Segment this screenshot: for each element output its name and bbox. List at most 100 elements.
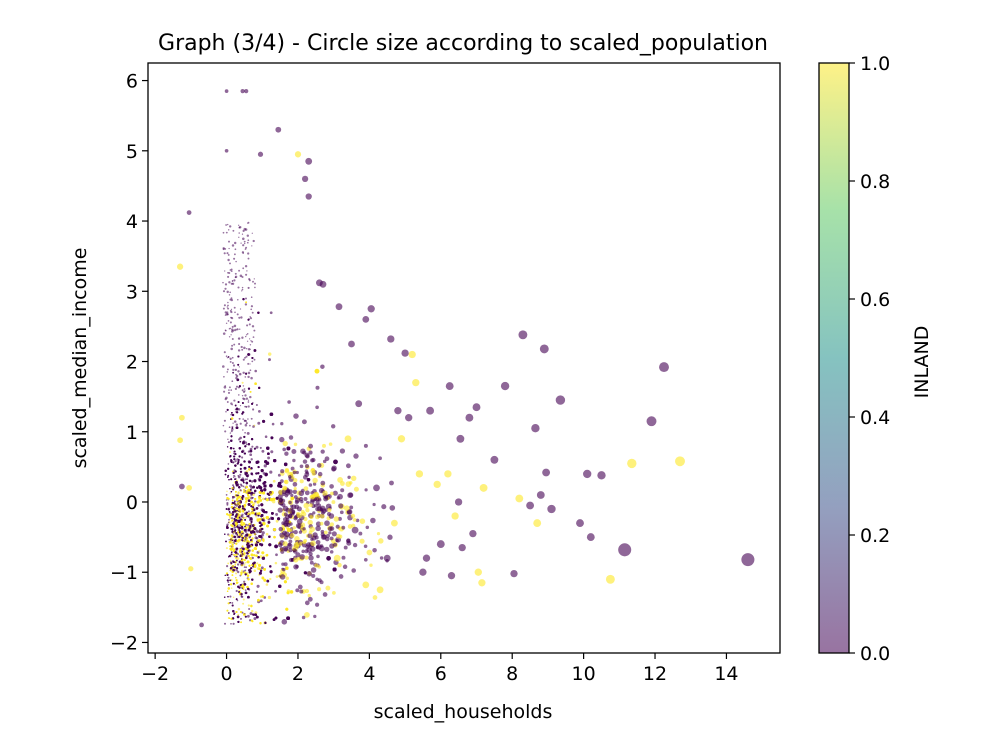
cluster-point: [245, 246, 248, 249]
cluster-point: [230, 435, 233, 438]
cluster-point: [355, 518, 360, 523]
cluster-point: [255, 590, 259, 593]
cluster-point: [246, 614, 250, 618]
cluster-point: [240, 515, 244, 518]
cluster-point: [227, 467, 230, 470]
colorbar-tick-label: 0.4: [860, 407, 890, 429]
cluster-point: [241, 394, 244, 397]
cluster-point: [231, 413, 235, 417]
cluster-point: [222, 281, 224, 284]
data-point: [176, 263, 184, 270]
cluster-point: [235, 532, 238, 534]
cluster-point: [297, 584, 303, 590]
cluster-point: [224, 329, 227, 332]
cluster-point: [292, 549, 298, 554]
cluster-point: [243, 242, 246, 245]
colorbar-ticks: 0.0 0.2 0.4 0.6 0.8 1.0: [849, 53, 890, 665]
cluster-point: [227, 301, 229, 304]
cluster-point: [240, 242, 242, 244]
cluster-point: [252, 530, 256, 534]
cluster-point: [228, 516, 232, 519]
cluster-point: [227, 258, 230, 262]
cluster-point: [314, 602, 320, 607]
cluster-point: [243, 563, 246, 566]
cluster-point: [235, 579, 238, 582]
cluster-point: [230, 308, 233, 311]
cluster-point: [252, 613, 255, 616]
cluster-point: [247, 399, 250, 401]
data-point: [478, 579, 486, 587]
cluster-point: [268, 358, 271, 362]
cluster-point: [269, 412, 274, 417]
cluster-point: [248, 465, 251, 468]
cluster-point: [249, 344, 252, 346]
cluster-point: [233, 530, 236, 533]
cluster-point: [241, 450, 244, 453]
cluster-point: [311, 467, 315, 472]
cluster-point: [227, 474, 230, 477]
cluster-point: [245, 443, 248, 446]
cluster-point: [331, 531, 337, 537]
cluster-point: [265, 515, 269, 520]
cluster-point: [335, 524, 340, 529]
cluster-point: [238, 269, 241, 272]
cluster-point: [231, 282, 235, 285]
cluster-point: [244, 589, 247, 591]
cluster-point: [291, 449, 297, 454]
cluster-point: [235, 581, 239, 584]
cluster-point: [231, 604, 234, 607]
cluster-point: [282, 517, 288, 522]
cluster-point: [242, 507, 245, 510]
cluster-point: [263, 481, 267, 484]
cluster-point: [247, 318, 251, 321]
cluster-point: [230, 536, 233, 539]
cluster-point: [234, 328, 237, 332]
data-point: [373, 484, 380, 492]
cluster-point: [239, 308, 242, 310]
cluster-point: [286, 589, 291, 593]
colorbar-label: INLAND: [911, 326, 933, 399]
cluster-point: [359, 538, 365, 544]
cluster-point: [238, 226, 241, 229]
cluster-point: [261, 449, 265, 453]
cluster-point: [234, 539, 237, 542]
cluster-point: [313, 503, 318, 508]
cluster-point: [229, 595, 232, 598]
cluster-point: [263, 484, 267, 488]
cluster-point: [226, 565, 229, 568]
cluster-point: [338, 574, 344, 579]
cluster-point: [222, 332, 226, 335]
cluster-point: [261, 595, 265, 598]
cluster-point: [238, 438, 241, 441]
cluster-point: [238, 342, 241, 346]
cluster-point: [301, 549, 305, 554]
cluster-point: [231, 325, 234, 328]
cluster-point: [346, 509, 352, 515]
cluster-point: [230, 402, 233, 405]
cluster-point: [229, 487, 231, 490]
cluster-point: [236, 502, 240, 505]
cluster-point: [236, 378, 240, 382]
cluster-point: [231, 428, 234, 431]
data-point: [419, 568, 427, 576]
cluster-point: [264, 621, 267, 625]
cluster-point: [225, 494, 228, 496]
cluster-point: [292, 458, 296, 463]
cluster-point: [224, 270, 226, 272]
cluster-point: [284, 468, 290, 474]
cluster-point: [269, 565, 272, 568]
cluster-point: [247, 450, 251, 453]
cluster-point: [369, 563, 373, 567]
cluster-point: [226, 579, 229, 582]
colorbar-gradient: [819, 63, 849, 653]
cluster-point: [226, 371, 229, 373]
cluster-point: [235, 522, 238, 524]
cluster-point: [247, 257, 250, 260]
cluster-point: [238, 316, 241, 319]
cluster-point: [251, 232, 253, 234]
data-point: [383, 554, 391, 562]
cluster-point: [233, 455, 236, 458]
cluster-point: [225, 231, 228, 234]
cluster-point: [245, 335, 247, 338]
cluster-point: [248, 323, 251, 326]
